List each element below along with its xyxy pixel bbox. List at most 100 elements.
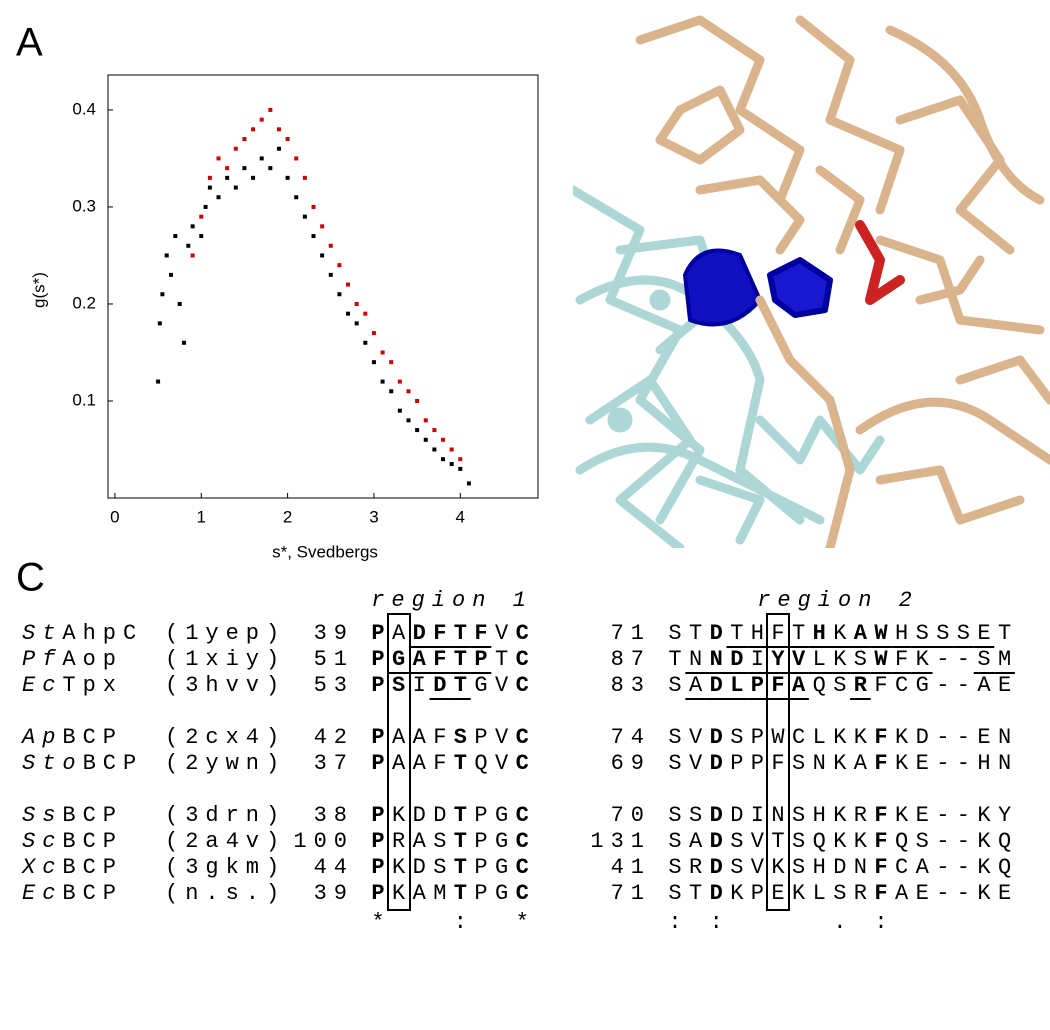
data-point <box>389 389 394 394</box>
residue: - <box>936 803 949 828</box>
residue: S <box>668 725 681 750</box>
region-header: region 2 <box>757 588 919 613</box>
data-point <box>199 234 204 239</box>
residue: D <box>730 803 743 828</box>
residue: C <box>516 621 529 646</box>
protein: BCP <box>62 725 123 750</box>
residue: F <box>433 647 446 672</box>
residue: - <box>936 855 949 880</box>
residue: K <box>895 751 909 776</box>
residue: D <box>710 673 723 698</box>
residue: R <box>854 881 867 906</box>
pdb-id: (3hvv) <box>165 673 286 698</box>
residue: E <box>771 881 784 906</box>
residue: R <box>392 829 405 854</box>
residue: C <box>895 673 908 698</box>
residue: F <box>874 881 887 906</box>
data-point <box>268 166 273 171</box>
start-number: 87 <box>611 647 651 672</box>
residue: T <box>689 621 702 646</box>
sequence-name: SsBCP (3drn) <box>22 803 286 828</box>
residue: K <box>392 881 406 906</box>
data-point <box>432 447 437 452</box>
data-point <box>177 301 182 306</box>
residue: S <box>392 673 405 698</box>
data-point <box>371 360 376 365</box>
residue: M <box>998 647 1011 672</box>
residue: R <box>854 673 868 698</box>
data-point <box>363 340 368 345</box>
data-point <box>397 408 402 413</box>
residue: S <box>977 647 990 672</box>
sequence-name: PfAop (1xiy) <box>22 647 286 672</box>
pdb-id: (2cx4) <box>165 725 286 750</box>
protein: BCP <box>62 829 123 854</box>
pdb-id: (2a4v) <box>165 829 286 854</box>
pdb-id: (3gkm) <box>165 855 286 880</box>
data-point <box>337 292 342 297</box>
conservation-mark: . <box>833 910 846 935</box>
residue: A <box>689 673 703 698</box>
protein: BCP <box>62 803 123 828</box>
residue: S <box>668 621 681 646</box>
data-point <box>441 437 446 442</box>
residue: - <box>936 647 949 672</box>
residue: H <box>895 621 908 646</box>
data-point <box>371 331 376 336</box>
residue: D <box>833 855 846 880</box>
residue: T <box>998 621 1011 646</box>
residue: M <box>433 881 446 906</box>
residue: D <box>710 881 723 906</box>
residue: S <box>433 855 446 880</box>
residue: P <box>474 647 487 672</box>
residue: A <box>413 725 427 750</box>
residue: K <box>977 881 991 906</box>
residue: Q <box>895 829 908 854</box>
residue: - <box>957 725 970 750</box>
data-point <box>406 389 411 394</box>
residue: C <box>516 673 529 698</box>
start-number: 42 <box>314 725 354 750</box>
residue: L <box>813 647 826 672</box>
residue: H <box>813 621 826 646</box>
residue: Q <box>998 829 1011 854</box>
pdb-id: (n.s.) <box>165 881 286 906</box>
x-tick-label: 4 <box>456 507 465 526</box>
data-point <box>259 117 264 122</box>
residue: G <box>474 673 487 698</box>
residue: P <box>371 829 384 854</box>
residue: K <box>833 803 847 828</box>
residue: A <box>413 881 427 906</box>
protein: Tpx <box>62 673 123 698</box>
sequence-name: XcBCP (3gkm) <box>21 855 286 880</box>
residue: I <box>751 647 764 672</box>
start-number: 39 <box>314 881 354 906</box>
residue: F <box>874 829 887 854</box>
residue: T <box>495 647 508 672</box>
residue: S <box>916 829 929 854</box>
x-axis-label: s*, Svedbergs <box>272 542 378 561</box>
residue: A <box>977 673 991 698</box>
residue: S <box>936 621 949 646</box>
residue: F <box>771 751 784 776</box>
residue: A <box>854 751 868 776</box>
residue: Y <box>998 803 1011 828</box>
residue: P <box>371 647 384 672</box>
residue: T <box>454 803 467 828</box>
data-point <box>415 398 420 403</box>
start-number: 41 <box>611 855 651 880</box>
residue: D <box>730 647 743 672</box>
residue: A <box>413 829 427 854</box>
conservation-mark: : <box>454 910 467 935</box>
residue: P <box>371 725 384 750</box>
sequence-name: EcBCP (n.s.) <box>22 881 286 906</box>
residue: W <box>771 725 785 750</box>
residue: A <box>854 621 868 646</box>
data-point <box>294 156 299 161</box>
residue: A <box>792 673 806 698</box>
residue: K <box>833 621 847 646</box>
residue: S <box>668 803 681 828</box>
residue: T <box>454 673 467 698</box>
residue: S <box>854 647 867 672</box>
data-point <box>423 437 428 442</box>
